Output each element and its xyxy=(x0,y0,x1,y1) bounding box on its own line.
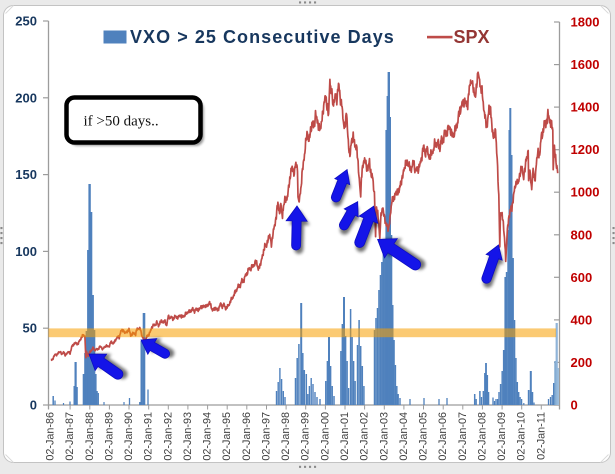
svg-text:400: 400 xyxy=(571,312,593,327)
svg-text:02-Jan-91: 02-Jan-91 xyxy=(143,412,155,461)
svg-text:1400: 1400 xyxy=(571,100,600,115)
svg-text:1600: 1600 xyxy=(571,57,600,72)
svg-text:02-Jan-97: 02-Jan-97 xyxy=(261,412,273,461)
svg-text:02-Jan-99: 02-Jan-99 xyxy=(300,412,312,461)
svg-text:02-Jan-11: 02-Jan-11 xyxy=(535,412,547,460)
svg-text:02-Jan-86: 02-Jan-86 xyxy=(45,412,57,461)
svg-text:600: 600 xyxy=(571,270,593,285)
svg-text:02-Jan-02: 02-Jan-02 xyxy=(359,412,371,461)
svg-text:0: 0 xyxy=(30,398,37,413)
svg-text:02-Jan-98: 02-Jan-98 xyxy=(280,412,292,461)
svg-text:50: 50 xyxy=(23,321,37,336)
svg-text:02-Jan-89: 02-Jan-89 xyxy=(103,412,115,461)
svg-text:250: 250 xyxy=(15,14,37,29)
svg-text:100: 100 xyxy=(15,244,37,259)
svg-text:02-Jan-94: 02-Jan-94 xyxy=(202,412,214,461)
svg-text:02-Jan-03: 02-Jan-03 xyxy=(378,412,390,461)
svg-text:02-Jan-93: 02-Jan-93 xyxy=(182,412,194,461)
svg-text:02-Jan-00: 02-Jan-00 xyxy=(319,412,331,461)
svg-text:VXO > 25 Consecutive Days: VXO > 25 Consecutive Days xyxy=(130,27,395,47)
svg-text:200: 200 xyxy=(15,90,37,105)
svg-text:02-Jan-06: 02-Jan-06 xyxy=(437,412,449,461)
svg-text:02-Jan-95: 02-Jan-95 xyxy=(221,412,233,461)
svg-text:800: 800 xyxy=(571,227,593,242)
svg-text:02-Jan-10: 02-Jan-10 xyxy=(516,412,528,461)
svg-text:200: 200 xyxy=(571,355,593,370)
svg-text:02-Jan-08: 02-Jan-08 xyxy=(476,412,488,461)
svg-text:02-Jan-04: 02-Jan-04 xyxy=(398,412,410,461)
svg-text:02-Jan-96: 02-Jan-96 xyxy=(241,412,253,461)
svg-text:if >50 days..: if >50 days.. xyxy=(84,114,159,130)
svg-text:02-Jan-88: 02-Jan-88 xyxy=(84,412,96,461)
svg-text:150: 150 xyxy=(15,167,37,182)
svg-text:1800: 1800 xyxy=(571,15,600,30)
svg-text:SPX: SPX xyxy=(454,27,490,47)
svg-text:0: 0 xyxy=(571,398,578,413)
svg-text:02-Jan-92: 02-Jan-92 xyxy=(162,412,174,461)
svg-text:1000: 1000 xyxy=(571,185,600,200)
svg-text:02-Jan-09: 02-Jan-09 xyxy=(496,412,508,461)
svg-text:1200: 1200 xyxy=(571,142,600,157)
svg-text:02-Jan-05: 02-Jan-05 xyxy=(418,412,430,461)
svg-text:02-Jan-90: 02-Jan-90 xyxy=(123,412,135,461)
svg-text:02-Jan-87: 02-Jan-87 xyxy=(64,412,76,461)
svg-text:02-Jan-07: 02-Jan-07 xyxy=(457,412,469,461)
svg-text:02-Jan-01: 02-Jan-01 xyxy=(339,412,351,461)
